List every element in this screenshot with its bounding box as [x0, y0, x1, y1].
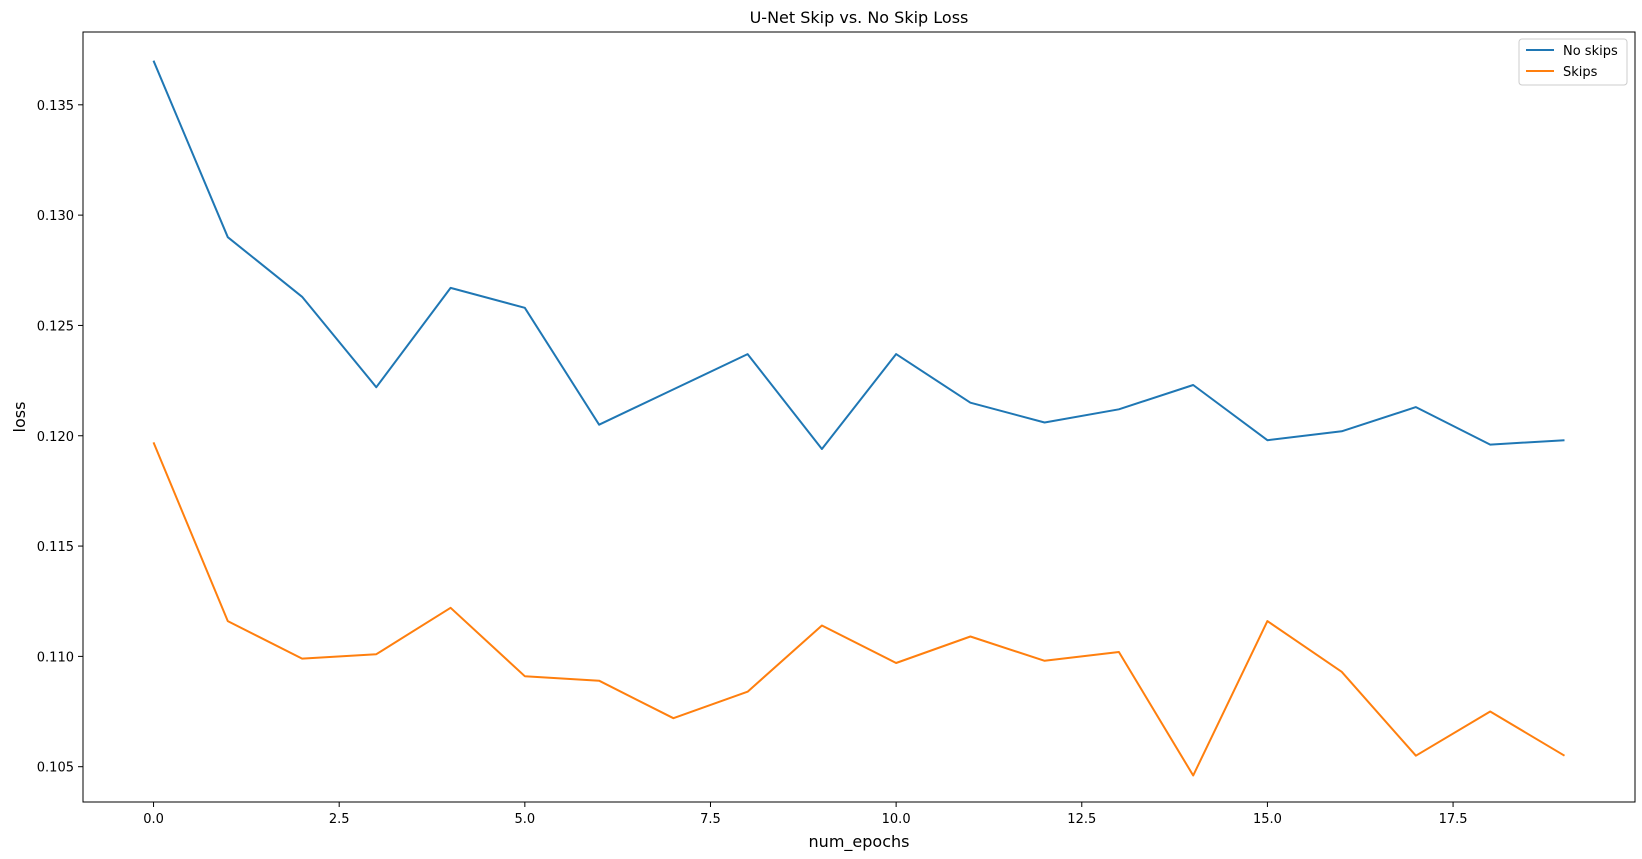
legend-label-skips: Skips [1563, 65, 1598, 80]
data-point [450, 287, 452, 289]
data-point [598, 680, 600, 682]
y-tick-label: 0.105 [37, 761, 74, 776]
data-point [1192, 384, 1194, 386]
plot-area [83, 32, 1635, 802]
data-point [821, 624, 823, 626]
data-point [1044, 660, 1046, 662]
data-point [672, 717, 674, 719]
x-tick-label: 0.0 [143, 812, 164, 827]
data-point [821, 448, 823, 450]
y-tick-label: 0.125 [37, 319, 74, 334]
data-point [1563, 439, 1565, 441]
legend-label-no-skips: No skips [1563, 44, 1618, 59]
data-point [524, 307, 526, 309]
x-tick-label: 2.5 [329, 812, 350, 827]
plot-frame [82, 31, 1636, 803]
series-line-skips [152, 442, 1566, 777]
legend: No skips Skips [1518, 38, 1628, 86]
data-point [672, 388, 674, 390]
x-tick-label: 5.0 [514, 812, 535, 827]
data-point [1192, 775, 1194, 777]
y-tick-label: 0.135 [37, 99, 74, 114]
data-point [301, 658, 303, 660]
x-tick-label: 10.0 [882, 812, 911, 827]
data-point [301, 296, 303, 298]
data-point [747, 691, 749, 693]
data-point [1044, 422, 1046, 424]
data-point [1266, 439, 1268, 441]
data-point [227, 620, 229, 622]
data-point [895, 353, 897, 355]
x-tick-label: 17.5 [1439, 812, 1468, 827]
x-axis-ticks: 0.0 2.5 5.0 7.5 10.0 12.5 15.0 17.5 [143, 802, 1468, 827]
data-point [969, 636, 971, 638]
data-point [1489, 711, 1491, 713]
series-line-no-skips [152, 60, 1565, 450]
y-tick-label: 0.115 [37, 540, 74, 555]
data-point [969, 402, 971, 404]
x-axis-label: num_epochs [809, 832, 910, 852]
data-point [1341, 671, 1343, 673]
chart-title: U-Net Skip vs. No Skip Loss [750, 8, 969, 27]
data-point [375, 653, 377, 655]
y-tick-label: 0.130 [37, 209, 74, 224]
data-point [598, 424, 600, 426]
data-point [1118, 651, 1120, 653]
data-point [1118, 408, 1120, 410]
data-point [895, 662, 897, 664]
data-point [524, 675, 526, 677]
data-point [153, 60, 155, 62]
data-point [1415, 755, 1417, 757]
data-point [375, 386, 377, 388]
series-lines [152, 60, 1566, 777]
data-point [747, 353, 749, 355]
data-point [1415, 406, 1417, 408]
x-tick-label: 7.5 [700, 812, 721, 827]
data-point [1266, 620, 1268, 622]
x-tick-label: 15.0 [1253, 812, 1282, 827]
y-axis-ticks: 0.105 0.110 0.115 0.120 0.125 0.130 0.135 [37, 99, 83, 776]
data-point [1341, 430, 1343, 432]
data-point [1489, 444, 1491, 446]
x-tick-label: 12.5 [1067, 812, 1096, 827]
data-point [450, 607, 452, 609]
y-axis-label: loss [10, 402, 29, 433]
data-point [153, 441, 155, 443]
y-tick-label: 0.120 [37, 430, 74, 445]
y-tick-label: 0.110 [37, 650, 74, 665]
data-point [1563, 755, 1565, 757]
data-point [227, 236, 229, 238]
